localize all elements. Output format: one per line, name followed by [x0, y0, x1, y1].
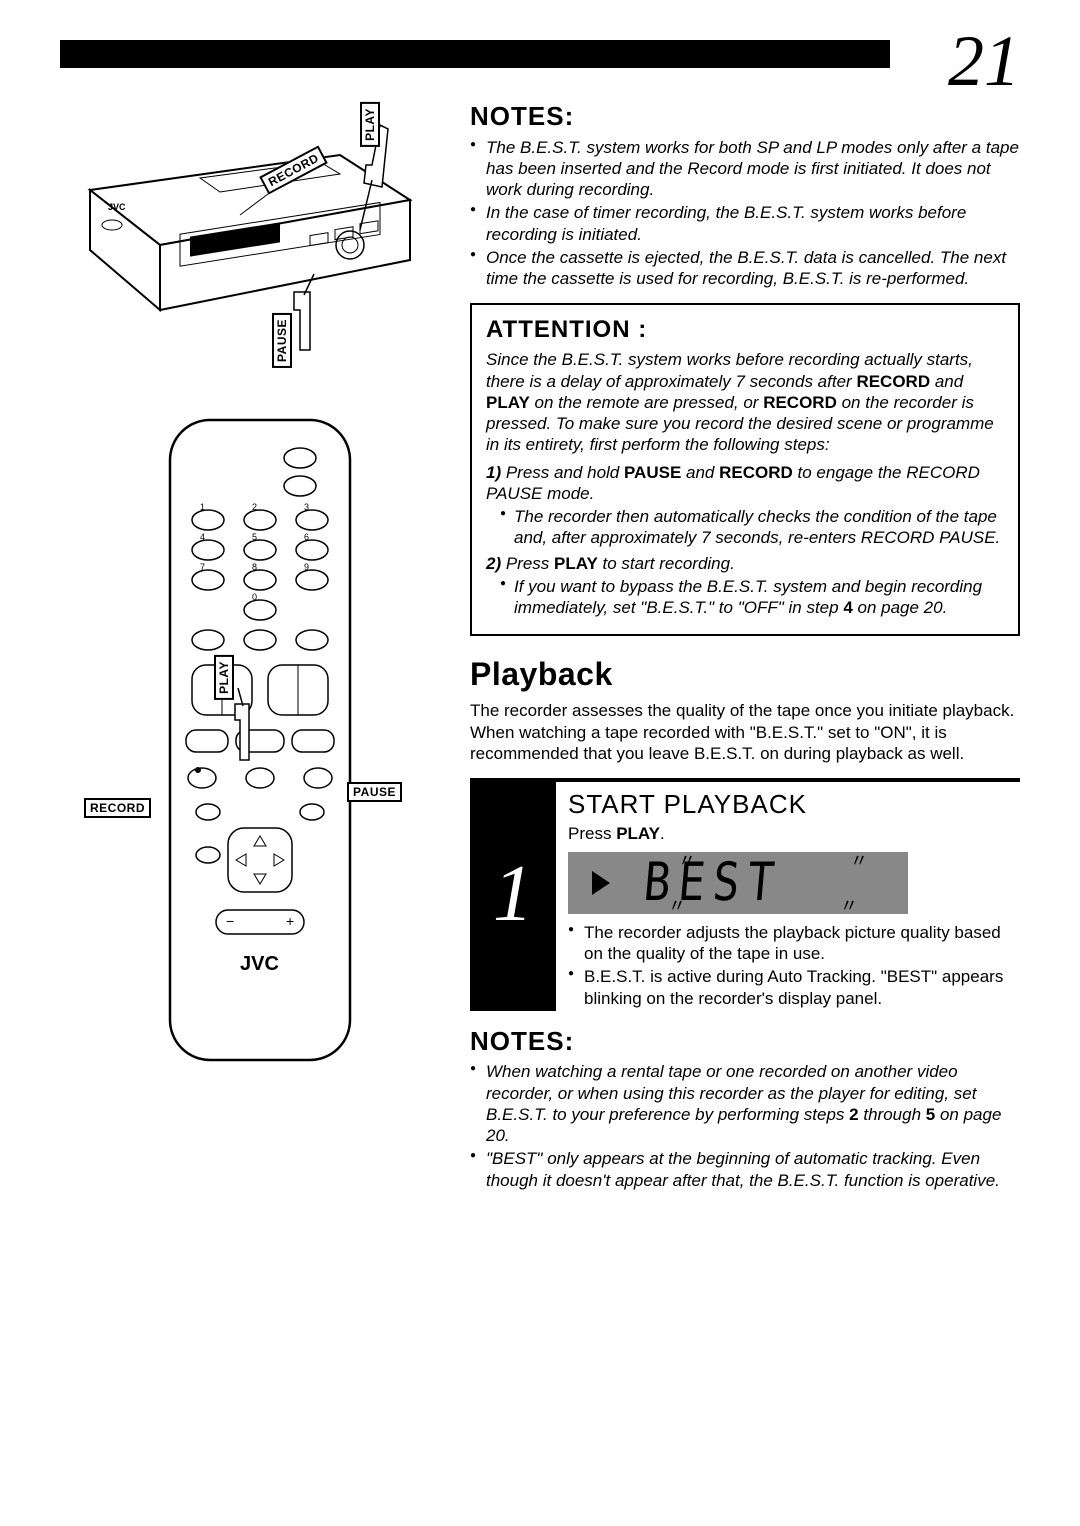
attention-steps: 1) Press and hold PAUSE and RECORD to en… [486, 462, 1004, 619]
attention-heading: ATTENTION : [486, 315, 1004, 345]
step-body: START PLAYBACK Press PLAY. BEST 〃 〃 〃 〃 … [556, 778, 1020, 1011]
remote-record-callout: RECORD [84, 798, 151, 818]
list-item: 2) Press PLAY to start recording. If you… [486, 553, 1004, 619]
notes1-list: The B.E.S.T. system works for both SP an… [470, 137, 1020, 290]
playback-heading: Playback [470, 654, 1020, 694]
play-icon [592, 871, 610, 895]
sub-bullet: The recorder then automatically checks t… [486, 506, 1004, 549]
list-item: B.E.S.T. is active during Auto Tracking.… [568, 966, 1020, 1009]
vcr-pause-callout: PAUSE [272, 313, 292, 368]
notes2-list: When watching a rental tape or one recor… [470, 1061, 1020, 1191]
illustration-column: JVC PLAY RECORD PAUSE [60, 100, 440, 1205]
playback-intro: The recorder assesses the quality of the… [470, 700, 1020, 764]
list-item: When watching a rental tape or one recor… [470, 1061, 1020, 1146]
svg-text:7: 7 [200, 562, 205, 572]
svg-text:3: 3 [304, 502, 309, 512]
step-notes: The recorder adjusts the playback pictur… [568, 922, 1020, 1009]
svg-text:9: 9 [304, 562, 309, 572]
vcr-play-callout: PLAY [360, 102, 380, 147]
remote-pause-callout: PAUSE [347, 782, 402, 802]
sub-bullet: If you want to bypass the B.E.S.T. syste… [486, 576, 1004, 619]
step-number: 1 [470, 778, 556, 1011]
display-panel: BEST 〃 〃 〃 〃 [568, 852, 908, 914]
svg-text:0: 0 [252, 592, 257, 602]
remote-play-callout: PLAY [214, 655, 234, 700]
vcr-illustration: JVC PLAY RECORD PAUSE [80, 100, 420, 370]
notes2-heading: NOTES: [470, 1025, 1020, 1058]
svg-text:2: 2 [252, 502, 257, 512]
svg-text:8: 8 [252, 562, 257, 572]
list-item: The recorder adjusts the playback pictur… [568, 922, 1020, 965]
step-title: START PLAYBACK [568, 788, 1020, 821]
svg-text:4: 4 [200, 532, 205, 542]
text-column: NOTES: The B.E.S.T. system works for bot… [470, 100, 1020, 1205]
list-item: In the case of timer recording, the B.E.… [470, 202, 1020, 245]
svg-text:JVC: JVC [108, 202, 126, 212]
brand-logo: JVC [240, 953, 279, 975]
step-1: 1 START PLAYBACK Press PLAY. BEST 〃 〃 〃 … [470, 778, 1020, 1011]
svg-text:1: 1 [200, 502, 205, 512]
svg-text:+: + [286, 913, 294, 929]
attention-box: ATTENTION : Since the B.E.S.T. system wo… [470, 303, 1020, 636]
svg-text:6: 6 [304, 532, 309, 542]
svg-text:−: − [226, 913, 234, 929]
page-content: JVC PLAY RECORD PAUSE [60, 100, 1020, 1205]
attention-intro: Since the B.E.S.T. system works before r… [486, 349, 1004, 455]
list-item: Once the cassette is ejected, the B.E.S.… [470, 247, 1020, 290]
remote-illustration: 1 2 3 4 5 6 7 8 9 0 [80, 410, 420, 1090]
page-number: 21 [948, 20, 1020, 103]
list-item: 1) Press and hold PAUSE and RECORD to en… [486, 462, 1004, 549]
list-item: "BEST" only appears at the beginning of … [470, 1148, 1020, 1191]
header-bar [60, 40, 890, 68]
svg-text:5: 5 [252, 532, 257, 542]
list-item: The B.E.S.T. system works for both SP an… [470, 137, 1020, 201]
notes1-heading: NOTES: [470, 100, 1020, 133]
display-text: BEST [641, 850, 785, 916]
step-instruction: Press PLAY. [568, 823, 1020, 844]
